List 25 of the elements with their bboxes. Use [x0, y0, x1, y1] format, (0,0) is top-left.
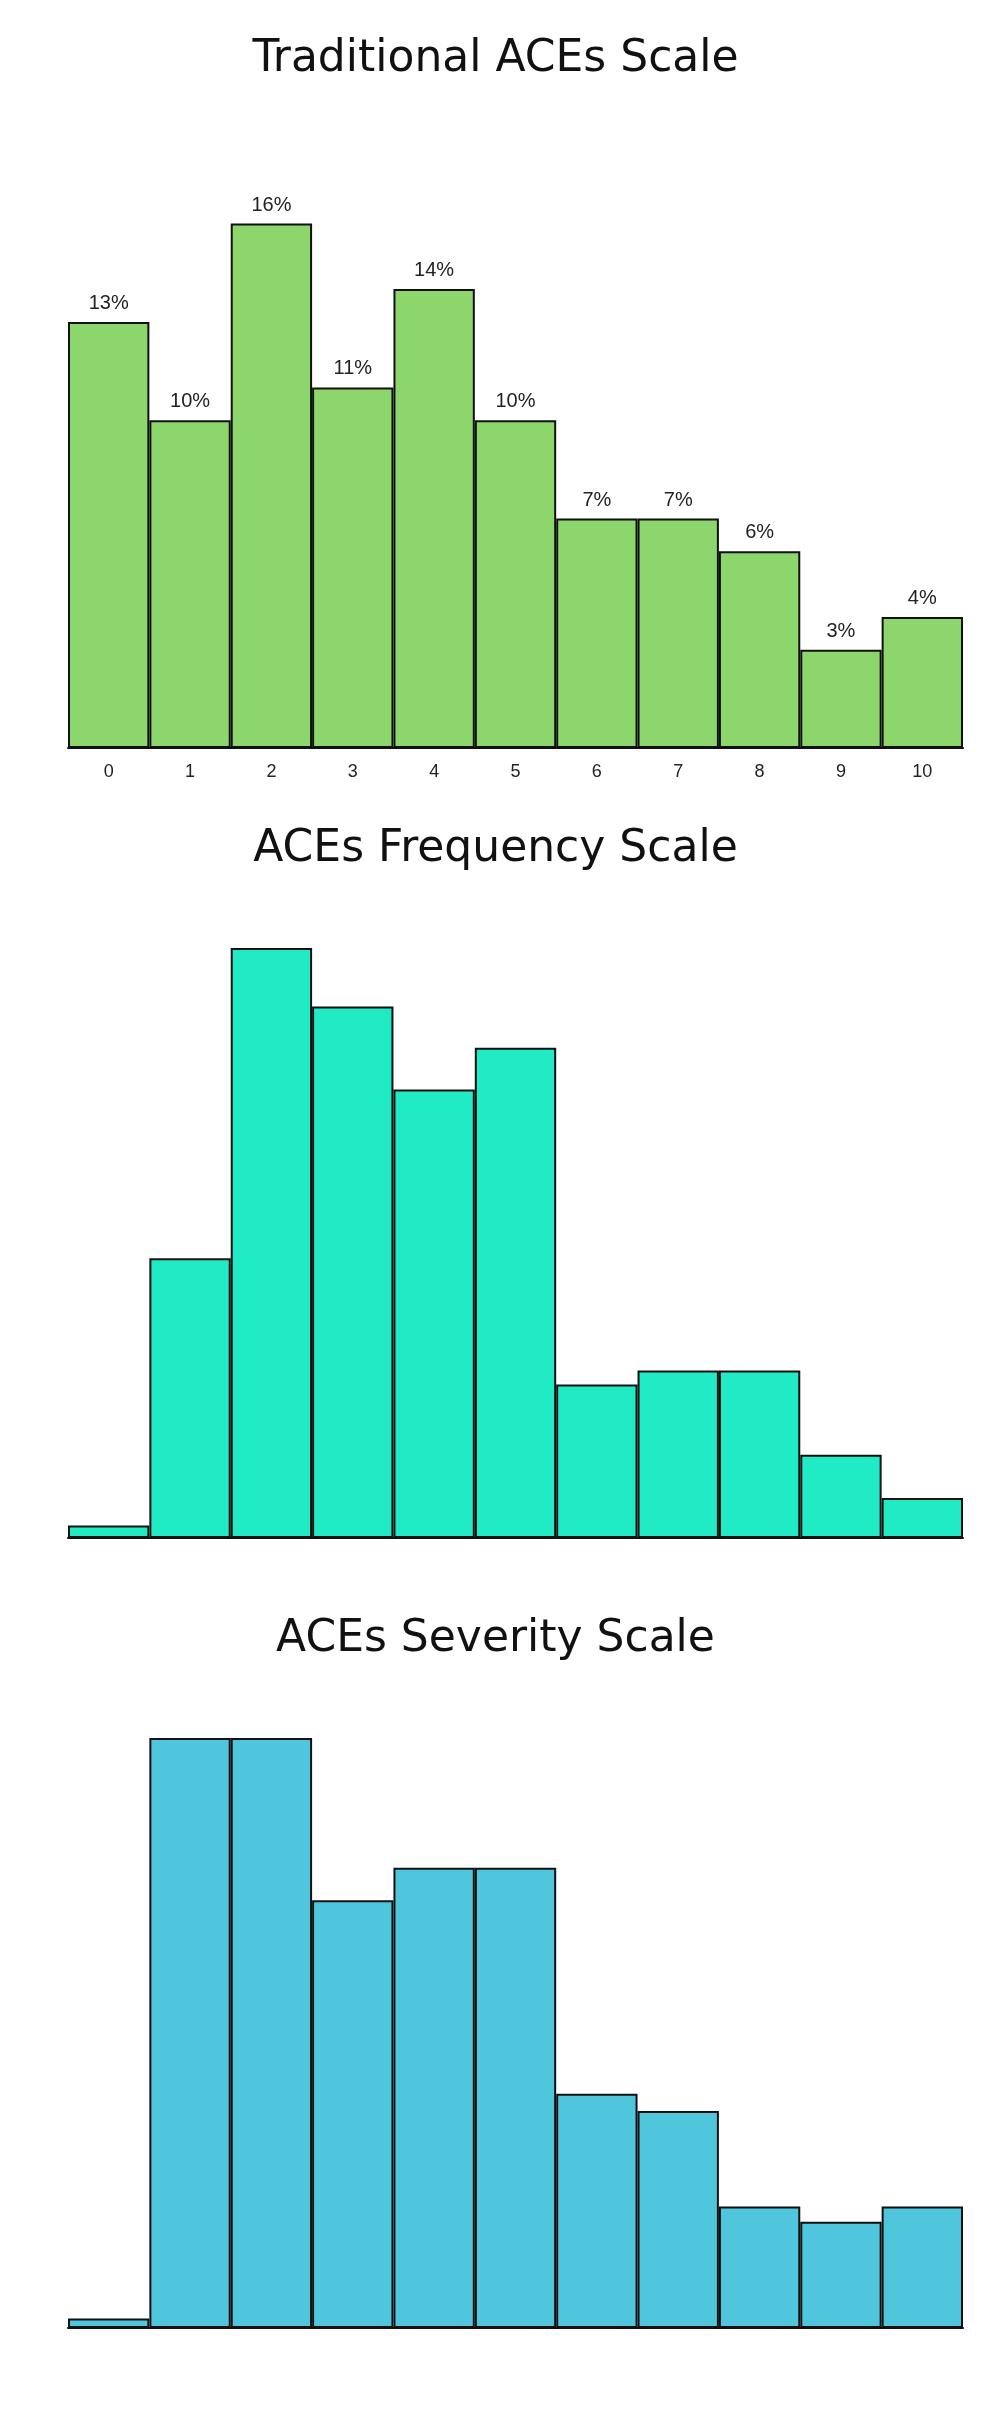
x-tick-label: 4: [429, 761, 440, 781]
x-tick-label: 0: [103, 761, 114, 781]
data-label: 13%: [88, 290, 129, 313]
data-label: 6%: [745, 520, 775, 543]
x-tick-label: 5: [510, 761, 521, 781]
data-label: 10%: [495, 389, 536, 412]
data-label: 10%: [170, 389, 211, 412]
x-tick-label: 3: [347, 761, 358, 781]
chart-title: ACEs Severity Scale: [276, 1609, 715, 1661]
data-label: 3%: [826, 618, 856, 641]
x-tick-label: 9: [835, 761, 846, 781]
x-tick-label: 1: [185, 761, 196, 781]
x-tick-label: 7: [673, 761, 684, 781]
chart-title: ACEs Frequency Scale: [253, 819, 738, 871]
data-label: 7%: [663, 487, 693, 510]
x-tick-label: 2: [266, 761, 277, 781]
x-tick-label: 6: [591, 761, 602, 781]
data-label: 7%: [582, 487, 612, 510]
x-tick-label: 10: [912, 761, 933, 781]
data-label: 16%: [251, 192, 292, 215]
chart-title: Traditional ACEs Scale: [251, 29, 739, 81]
data-label: 14%: [414, 258, 455, 281]
x-tick-label: 8: [754, 761, 765, 781]
data-label: 4%: [907, 585, 937, 608]
data-label: 11%: [333, 356, 373, 379]
